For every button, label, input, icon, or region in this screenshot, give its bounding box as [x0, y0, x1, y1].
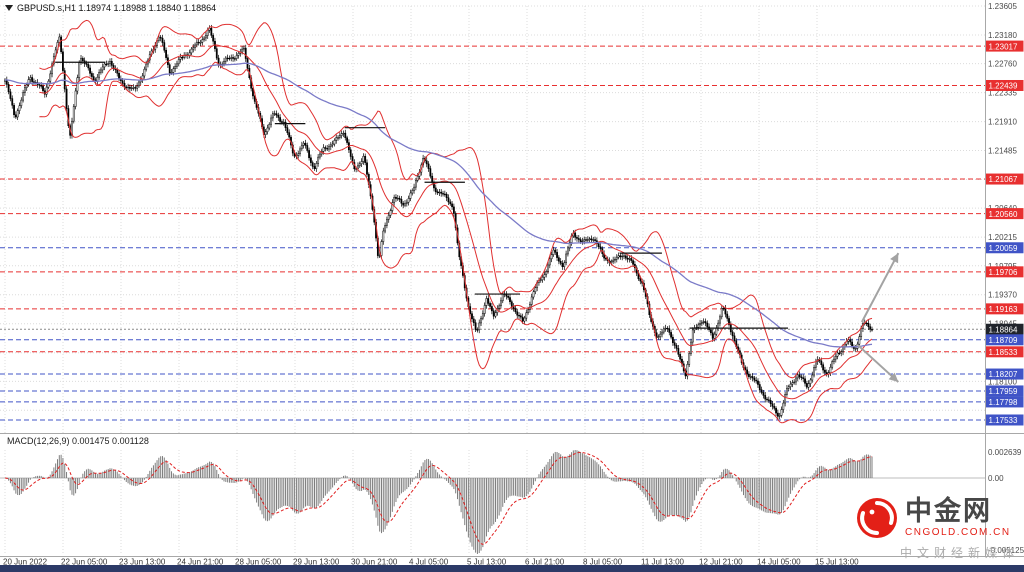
svg-text:1.21910: 1.21910: [988, 118, 1017, 127]
svg-text:1.20215: 1.20215: [988, 233, 1017, 242]
svg-text:15 Jul 13:00: 15 Jul 13:00: [815, 558, 859, 567]
svg-text:1.22760: 1.22760: [988, 60, 1017, 69]
svg-text:1.17959: 1.17959: [989, 387, 1018, 396]
svg-text:23 Jun 13:00: 23 Jun 13:00: [119, 558, 166, 567]
svg-text:5 Jul 13:00: 5 Jul 13:00: [467, 558, 507, 567]
indicator-lines-layer: [5, 19, 873, 424]
svg-text:0.002639: 0.002639: [988, 448, 1022, 457]
svg-text:1.20560: 1.20560: [989, 210, 1018, 219]
svg-text:1.21067: 1.21067: [989, 175, 1018, 184]
svg-text:1.19163: 1.19163: [989, 305, 1018, 314]
svg-text:14 Jul 05:00: 14 Jul 05:00: [757, 558, 801, 567]
svg-text:1.18100: 1.18100: [988, 377, 1017, 386]
svg-text:1.17533: 1.17533: [989, 416, 1018, 425]
level-lines-layer: [0, 45, 985, 421]
svg-text:1.18709: 1.18709: [989, 336, 1018, 345]
svg-text:22 Jun 05:00: 22 Jun 05:00: [61, 558, 108, 567]
svg-text:1.18533: 1.18533: [989, 348, 1018, 357]
cngold-logo-domain: CNGOLD.COM.CN: [905, 527, 1011, 538]
svg-text:12 Jul 21:00: 12 Jul 21:00: [699, 558, 743, 567]
candles-layer: [4, 24, 873, 420]
svg-text:29 Jun 13:00: 29 Jun 13:00: [293, 558, 340, 567]
drawings-layer: [55, 61, 900, 383]
svg-text:-0.005125: -0.005125: [988, 546, 1024, 555]
bottom-bar: [0, 565, 1024, 572]
svg-text:1.23017: 1.23017: [989, 42, 1018, 51]
svg-text:20 Jun 2022: 20 Jun 2022: [3, 558, 48, 567]
svg-text:1.19370: 1.19370: [988, 291, 1017, 300]
cngold-logo-icon: [857, 498, 897, 538]
svg-text:11 Jul 13:00: 11 Jul 13:00: [641, 558, 685, 567]
cngold-logo-title: 中金网: [905, 496, 992, 526]
svg-text:1.21485: 1.21485: [988, 147, 1017, 156]
svg-text:1.17798: 1.17798: [989, 398, 1018, 407]
svg-text:1.19795: 1.19795: [988, 262, 1017, 271]
symbol-ohlc-text: GBPUSD.s,H1 1.18974 1.18988 1.18840 1.18…: [17, 3, 217, 13]
svg-text:1.19706: 1.19706: [989, 268, 1018, 277]
svg-text:1.18864: 1.18864: [989, 325, 1018, 334]
grid-layer: [0, 5, 985, 554]
svg-text:28 Jun 05:00: 28 Jun 05:00: [235, 558, 282, 567]
svg-text:30 Jun 21:00: 30 Jun 21:00: [351, 558, 398, 567]
svg-text:4 Jul 05:00: 4 Jul 05:00: [409, 558, 449, 567]
svg-text:1.20059: 1.20059: [989, 244, 1018, 253]
macd-layer: [0, 450, 985, 554]
svg-text:1.22439: 1.22439: [989, 82, 1018, 91]
svg-text:24 Jun 21:00: 24 Jun 21:00: [177, 558, 224, 567]
svg-text:6 Jul 21:00: 6 Jul 21:00: [525, 558, 565, 567]
macd-indicator-label: MACD(12,26,9) 0.001475 0.001128: [7, 436, 149, 446]
svg-text:1.23605: 1.23605: [988, 2, 1017, 11]
cngold-watermark: 中金网 CNGOLD.COM.CN 中文财经新媒体: [856, 497, 1024, 561]
cngold-logo-tagline: 中文财经新媒体: [900, 546, 1020, 560]
symbol-info: GBPUSD.s,H1 1.18974 1.18988 1.18840 1.18…: [5, 3, 216, 13]
svg-text:1.23180: 1.23180: [988, 31, 1017, 40]
svg-text:1.18207: 1.18207: [989, 370, 1018, 379]
symbol-marker-icon: [5, 5, 13, 11]
svg-text:0.00: 0.00: [988, 474, 1004, 483]
svg-text:1.22335: 1.22335: [988, 89, 1017, 98]
svg-text:8 Jul 05:00: 8 Jul 05:00: [583, 558, 623, 567]
